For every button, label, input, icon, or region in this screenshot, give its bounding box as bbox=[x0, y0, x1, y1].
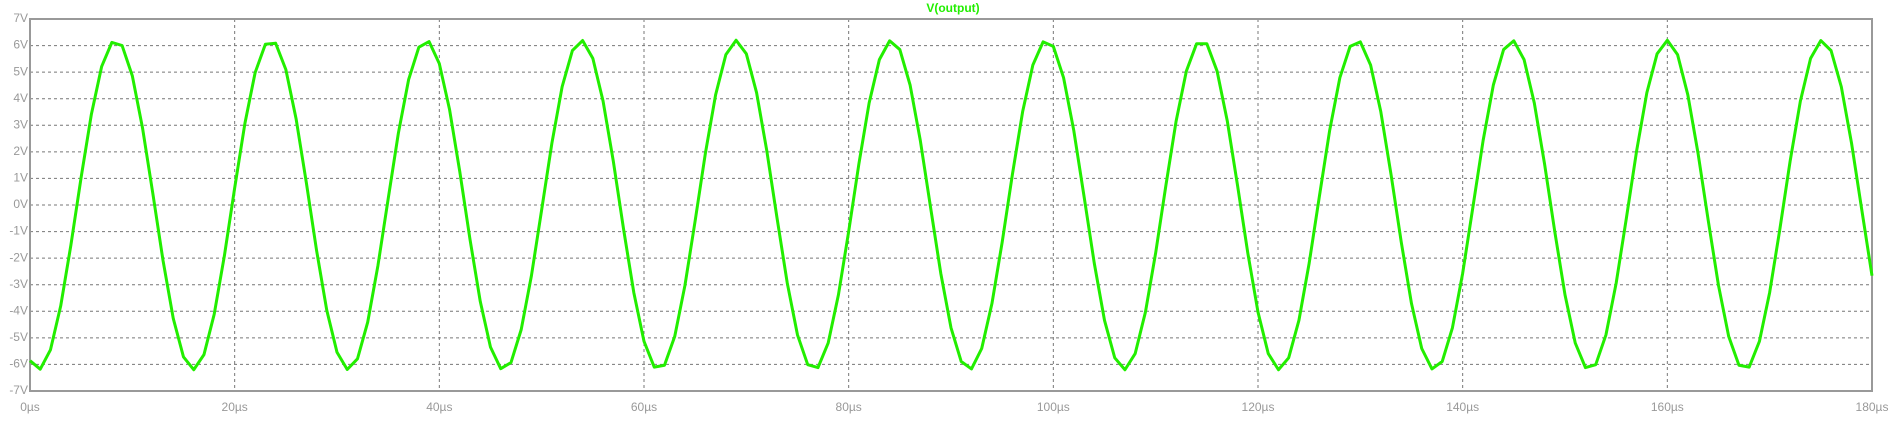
y-tick-label: 7V bbox=[13, 11, 28, 25]
y-tick-label: -5V bbox=[9, 330, 28, 344]
y-tick-label: 6V bbox=[13, 38, 28, 52]
x-tick-label: 60µs bbox=[631, 400, 657, 414]
y-tick-label: 3V bbox=[13, 117, 28, 131]
x-tick-label: 100µs bbox=[1037, 400, 1070, 414]
x-tick-label: 40µs bbox=[426, 400, 452, 414]
x-tick-label: 120µs bbox=[1242, 400, 1275, 414]
x-tick-label: 140µs bbox=[1446, 400, 1479, 414]
y-tick-label: 2V bbox=[13, 144, 28, 158]
y-tick-label: -2V bbox=[9, 250, 28, 264]
x-tick-label: 160µs bbox=[1651, 400, 1684, 414]
plot-frame bbox=[29, 18, 1873, 392]
x-tick-label: 0µs bbox=[20, 400, 40, 414]
x-tick-label: 20µs bbox=[222, 400, 248, 414]
y-tick-label: 5V bbox=[13, 64, 28, 78]
y-tick-label: 1V bbox=[13, 171, 28, 185]
chart-title: V(output) bbox=[926, 1, 979, 15]
x-tick-label: 80µs bbox=[836, 400, 862, 414]
y-tick-label: 4V bbox=[13, 91, 28, 105]
line-series bbox=[29, 38, 1874, 372]
y-tick-label: -3V bbox=[9, 277, 28, 291]
x-tick-label: 180µs bbox=[1856, 400, 1889, 414]
y-tick-label: -7V bbox=[9, 383, 28, 397]
y-tick-label: -4V bbox=[9, 303, 28, 317]
y-tick-label: -6V bbox=[9, 357, 28, 371]
y-tick-label: 0V bbox=[13, 197, 28, 211]
y-tick-label: -1V bbox=[9, 224, 28, 238]
